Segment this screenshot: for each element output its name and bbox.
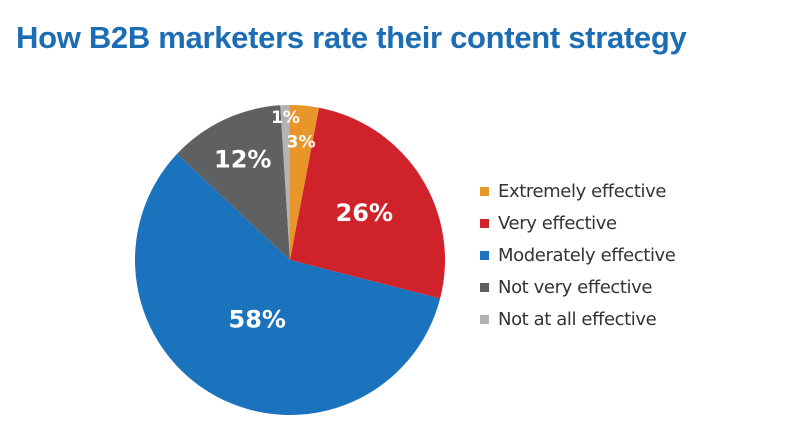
slice-label: 1%: [271, 108, 300, 128]
legend-item: Moderately effective: [480, 239, 676, 271]
legend-swatch: [480, 282, 489, 292]
slice-label: 58%: [229, 306, 286, 334]
legend-item: Not at all effective: [480, 303, 676, 335]
legend: Extremely effective Very effective Moderat…: [480, 175, 676, 335]
legend-swatch: [480, 314, 489, 324]
legend-swatch: [480, 250, 489, 260]
slice-label: 26%: [336, 199, 393, 227]
legend-label: Moderately effective: [498, 244, 676, 266]
legend-item: Not very effective: [480, 271, 676, 303]
pie-slice-not-very-effective: [177, 105, 290, 261]
chart-title: How B2B marketers rate their content str…: [16, 20, 687, 55]
legend-label: Extremely effective: [498, 180, 667, 202]
legend-item: Very effective: [480, 207, 676, 239]
pie-slice-extremely-effective: [290, 105, 320, 260]
legend-label: Not very effective: [498, 276, 653, 298]
legend-swatch: [480, 218, 489, 228]
pie-slice-very-effective: [290, 107, 445, 299]
pie-slice-moderately-effective: [135, 153, 441, 415]
slice-label: 12%: [214, 146, 271, 174]
legend-label: Not at all effective: [498, 308, 657, 330]
legend-item: Extremely effective: [480, 175, 676, 207]
slice-label: 3%: [287, 133, 316, 153]
pie-slice-not-at-all-effective: [280, 105, 290, 260]
legend-label: Very effective: [498, 212, 617, 234]
legend-swatch: [480, 186, 489, 196]
